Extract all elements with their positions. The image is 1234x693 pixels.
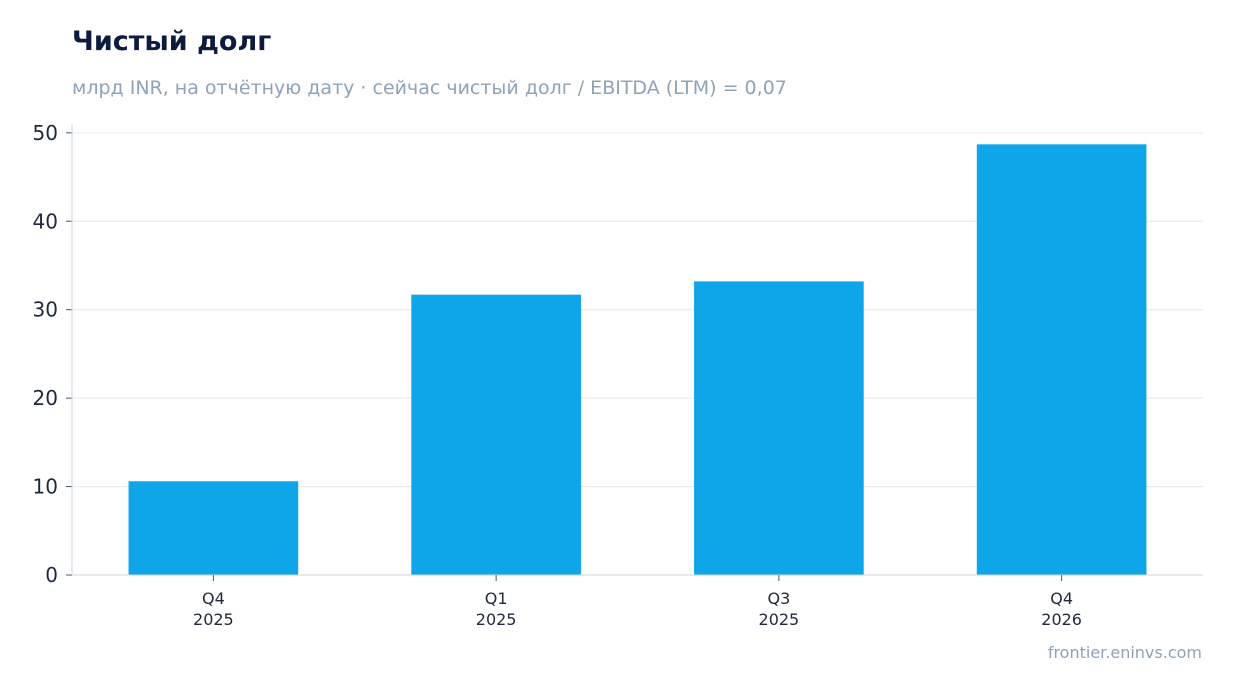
bar — [976, 144, 1147, 575]
x-tick-label-year: 2025 — [476, 610, 517, 629]
y-tick-label: 0 — [45, 563, 58, 587]
y-tick-labels: 0 10 20 30 40 50 — [33, 121, 58, 587]
y-tick-label: 50 — [33, 121, 58, 145]
source-credit: frontier.eninvs.com — [1047, 643, 1202, 662]
chart-title: Чистый долг — [72, 26, 272, 57]
x-tick-labels: Q4 2025 Q1 2025 Q3 2025 Q4 2026 — [193, 589, 1082, 629]
bar — [694, 281, 864, 575]
bars — [128, 144, 1147, 575]
x-tick-label-quarter: Q4 — [1050, 589, 1073, 608]
y-tick-label: 40 — [33, 209, 58, 233]
x-tick-label-year: 2025 — [759, 610, 800, 629]
x-tick-label-year: 2025 — [193, 610, 234, 629]
x-tick-label-quarter: Q4 — [202, 589, 225, 608]
y-tick-label: 20 — [33, 386, 58, 410]
y-tick-label: 10 — [33, 475, 58, 499]
x-tick-label-quarter: Q1 — [485, 589, 508, 608]
bar — [128, 481, 299, 575]
bar — [411, 294, 581, 575]
axes — [66, 124, 1203, 581]
x-tick-label-quarter: Q3 — [767, 589, 790, 608]
chart-subtitle: млрд INR, на отчётную дату · сейчас чист… — [72, 77, 787, 99]
y-tick-label: 30 — [33, 298, 58, 322]
x-tick-label-year: 2026 — [1041, 610, 1082, 629]
